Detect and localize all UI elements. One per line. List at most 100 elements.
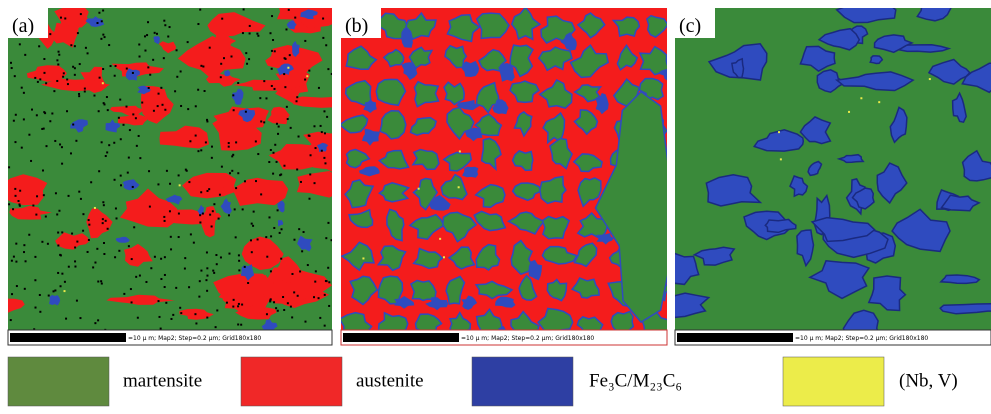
panel-label: (c) <box>679 15 701 37</box>
unindexed-pixel <box>28 234 30 236</box>
unindexed-pixel <box>99 77 101 79</box>
unindexed-pixel <box>257 238 259 240</box>
unindexed-pixel <box>283 165 285 167</box>
unindexed-pixel <box>102 68 104 70</box>
unindexed-pixel <box>66 110 68 112</box>
unindexed-pixel <box>281 228 283 230</box>
unindexed-pixel <box>323 110 325 112</box>
unindexed-pixel <box>164 274 166 276</box>
unindexed-pixel <box>139 275 141 277</box>
scale-bar <box>343 333 459 342</box>
unindexed-pixel <box>216 263 218 265</box>
unindexed-pixel <box>276 123 278 125</box>
unindexed-pixel <box>242 208 244 210</box>
unindexed-pixel <box>296 100 298 102</box>
unindexed-pixel <box>172 314 174 316</box>
unindexed-pixel <box>62 76 64 78</box>
unindexed-pixel <box>24 54 26 56</box>
unindexed-pixel <box>235 141 237 143</box>
unindexed-pixel <box>283 73 285 75</box>
unindexed-pixel <box>102 222 104 224</box>
unindexed-pixel <box>308 70 310 72</box>
legend-label: martensite <box>123 370 202 391</box>
unindexed-pixel <box>159 316 161 318</box>
precipitate-pixel <box>63 290 65 292</box>
unindexed-pixel <box>286 106 288 108</box>
unindexed-pixel <box>165 302 167 304</box>
unindexed-pixel <box>23 251 25 253</box>
unindexed-pixel <box>331 239 333 241</box>
unindexed-pixel <box>103 204 105 206</box>
unindexed-pixel <box>94 322 96 324</box>
unindexed-pixel <box>178 213 180 215</box>
unindexed-pixel <box>13 256 15 258</box>
unindexed-pixel <box>88 239 90 241</box>
unindexed-pixel <box>66 78 68 80</box>
unindexed-pixel <box>100 38 102 40</box>
unindexed-pixel <box>255 180 257 182</box>
unindexed-pixel <box>58 210 60 212</box>
unindexed-pixel <box>150 267 152 269</box>
unindexed-pixel <box>206 290 208 292</box>
unindexed-pixel <box>128 245 130 247</box>
unindexed-pixel <box>80 13 82 15</box>
unindexed-pixel <box>57 244 59 246</box>
unindexed-pixel <box>78 93 80 95</box>
unindexed-pixel <box>178 236 180 238</box>
unindexed-pixel <box>94 262 96 264</box>
unindexed-pixel <box>21 147 23 149</box>
unindexed-pixel <box>211 157 213 159</box>
unindexed-pixel <box>231 170 233 172</box>
unindexed-pixel <box>220 256 222 258</box>
unindexed-pixel <box>123 293 125 295</box>
unindexed-pixel <box>106 96 108 98</box>
unindexed-pixel <box>319 317 321 319</box>
unindexed-pixel <box>271 85 273 87</box>
unindexed-pixel <box>149 74 151 76</box>
unindexed-pixel <box>328 281 330 283</box>
unindexed-pixel <box>78 191 80 193</box>
unindexed-pixel <box>213 203 215 205</box>
unindexed-pixel <box>44 112 46 114</box>
unindexed-pixel <box>154 256 156 258</box>
unindexed-pixel <box>184 268 186 270</box>
unindexed-pixel <box>101 283 103 285</box>
unindexed-pixel <box>206 251 208 253</box>
unindexed-pixel <box>253 211 255 213</box>
unindexed-pixel <box>154 32 156 34</box>
unindexed-pixel <box>259 97 261 99</box>
unindexed-pixel <box>321 131 323 133</box>
unindexed-pixel <box>228 146 230 148</box>
unindexed-pixel <box>102 201 104 203</box>
carbide-region <box>940 304 991 314</box>
scale-text: =10 μ m; Map2; Step=0.2 μm; Grid180x180 <box>461 335 594 342</box>
unindexed-pixel <box>275 307 277 309</box>
unindexed-pixel <box>199 221 201 223</box>
unindexed-pixel <box>8 203 10 205</box>
unindexed-pixel <box>265 236 267 238</box>
unindexed-pixel <box>15 243 17 245</box>
unindexed-pixel <box>144 35 146 37</box>
unindexed-pixel <box>170 318 172 320</box>
unindexed-pixel <box>229 172 231 174</box>
unindexed-pixel <box>273 227 275 229</box>
unindexed-pixel <box>104 36 106 38</box>
unindexed-pixel <box>234 208 236 210</box>
unindexed-pixel <box>221 166 223 168</box>
unindexed-pixel <box>247 282 249 284</box>
unindexed-pixel <box>87 52 89 54</box>
unindexed-pixel <box>115 207 117 209</box>
unindexed-pixel <box>11 260 13 262</box>
unindexed-pixel <box>160 278 162 280</box>
unindexed-pixel <box>126 106 128 108</box>
unindexed-pixel <box>101 20 103 22</box>
unindexed-pixel <box>200 270 202 272</box>
unindexed-pixel <box>163 20 165 22</box>
unindexed-pixel <box>138 135 140 137</box>
unindexed-pixel <box>238 303 240 305</box>
unindexed-pixel <box>194 313 196 315</box>
unindexed-pixel <box>206 317 208 319</box>
unindexed-pixel <box>265 97 267 99</box>
unindexed-pixel <box>270 235 272 237</box>
unindexed-pixel <box>206 275 208 277</box>
